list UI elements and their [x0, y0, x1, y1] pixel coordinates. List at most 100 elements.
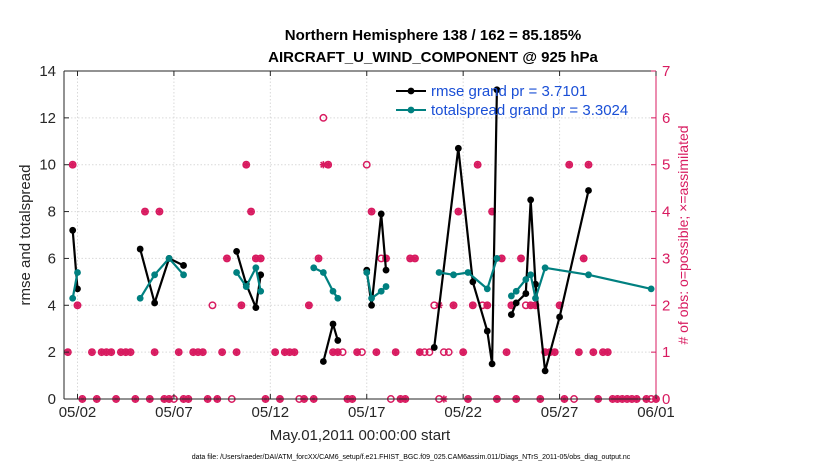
obs-assimilated-stroke — [373, 348, 380, 356]
totalspread-point — [165, 255, 173, 262]
totalspread-line-segment — [139, 257, 185, 299]
totalspread-point — [363, 269, 371, 276]
rmse-point — [233, 248, 240, 255]
obs-assimilated-stroke — [599, 348, 607, 356]
obs-assimilated-marker — [151, 348, 159, 356]
obs-assimilated-marker — [372, 348, 380, 356]
obs-assimilated-stroke — [590, 348, 597, 356]
totalspread-line-segment — [313, 266, 339, 299]
totalspread-point — [507, 292, 515, 300]
y-right-tick-label: 6 — [662, 110, 670, 127]
series-lines — [69, 86, 655, 375]
obs-assimilated-marker — [305, 301, 313, 309]
rmse-point — [136, 245, 144, 253]
obs-assimilated-stroke — [551, 348, 559, 356]
chart-subtitle: AIRCRAFT_U_WIND_COMPONENT @ 925 hPa — [268, 49, 598, 66]
rmse-point — [382, 266, 390, 274]
rmse-point — [522, 290, 530, 297]
obs-assimilated-stroke — [406, 255, 414, 262]
obs-assimilated-stroke — [368, 208, 375, 215]
totalspread-point — [329, 287, 337, 295]
y-tick-label: 0 — [48, 391, 56, 408]
totalspread-point — [647, 285, 655, 293]
chart-title: Northern Hemisphere 138 / 162 = 85.185% — [285, 27, 581, 44]
obs-assimilated-stroke — [517, 255, 525, 262]
obs-assimilated-marker — [589, 348, 597, 356]
totalspread-point — [532, 294, 539, 302]
totalspread-point — [585, 271, 592, 279]
obs-possible-marker — [319, 113, 328, 122]
rmse-point — [319, 358, 327, 365]
legend-rmse-label: rmse grand pr = 3.7101 — [431, 83, 587, 100]
obs-assimilated-stroke — [127, 348, 134, 356]
legend-rmse-marker — [407, 87, 415, 95]
tick-labels: 05/02 05/07 05/12 05/17 05/22 05/27 06/0102468… — [39, 63, 674, 421]
obs-assimilated-stroke — [223, 255, 231, 262]
obs-assimilated-stroke — [498, 255, 505, 262]
obs-assimilated-marker — [575, 348, 583, 356]
obs-possible-marker — [362, 160, 371, 169]
obs-assimilated-stroke — [286, 348, 293, 356]
obs-assimilated-stroke — [416, 348, 424, 356]
rmse-point — [329, 320, 337, 328]
x-tick-label: 05/22 — [444, 404, 482, 421]
obs-assimilated-marker — [117, 348, 125, 356]
obs-assimilated-marker — [199, 348, 207, 356]
totalspread-point — [377, 287, 385, 295]
obs-assimilated-marker — [194, 348, 202, 356]
totalspread-point — [257, 287, 265, 295]
rmse-point — [512, 299, 520, 307]
obs-assimilated-marker — [286, 348, 294, 356]
obs-assimilated-stroke — [69, 161, 76, 168]
obs-assimilated-stroke — [141, 208, 149, 215]
rmse-point — [334, 337, 342, 344]
obs-assimilated-stroke — [305, 302, 313, 309]
y-right-tick-label: 4 — [662, 204, 670, 221]
obs-assimilated-stroke — [271, 348, 279, 356]
y-tick-label: 2 — [48, 344, 56, 361]
totalspread-point — [483, 285, 491, 293]
obs-possible-marker — [444, 348, 453, 357]
obs-assimilated-stroke — [527, 302, 534, 309]
y-axis-label: rmse and totalspread — [17, 165, 34, 306]
obs-assimilated-stroke — [556, 302, 563, 309]
obs-assimilated-stroke — [189, 348, 197, 356]
obs-assimilated-marker — [483, 301, 491, 309]
obs-assimilated-marker — [353, 348, 361, 356]
obs-assimilated-stroke — [88, 348, 96, 356]
obs-assimilated-marker — [367, 207, 376, 216]
rmse-point — [541, 367, 549, 375]
obs-assimilated-marker — [126, 348, 135, 356]
y-right-tick-label: 2 — [662, 297, 670, 314]
obs-assimilated-stroke — [469, 302, 477, 309]
obs-assimilated-marker — [218, 348, 226, 356]
obs-assimilated-stroke — [117, 348, 125, 356]
obs-assimilated-stroke — [503, 348, 510, 356]
obs-assimilated-marker — [551, 348, 559, 356]
y-right-tick-label: 1 — [662, 344, 670, 361]
obs-assimilated-marker — [69, 161, 77, 169]
obs-assimilated-stroke — [74, 302, 81, 309]
rmse-point — [488, 360, 496, 368]
obs-assimilated-stroke — [455, 208, 462, 215]
totalspread-point — [464, 269, 472, 276]
rmse-point — [377, 210, 385, 218]
obs-assimilated-stroke — [450, 302, 457, 309]
obs-assimilated-marker — [88, 348, 96, 356]
y-right-tick-label: 0 — [662, 391, 670, 408]
obs-assimilated-marker — [517, 254, 525, 263]
axes — [63, 70, 657, 400]
obs-assimilated-marker — [290, 348, 299, 356]
obs-assimilated-stroke — [194, 348, 202, 356]
obs-assimilated-stroke — [411, 255, 419, 262]
obs-assimilated-marker — [73, 301, 82, 309]
totalspread-point — [252, 264, 260, 272]
obs-assimilated-marker — [604, 348, 612, 356]
legend-totalspread-marker — [407, 106, 415, 114]
obs-assimilated-marker — [107, 348, 115, 356]
obs-assimilated-stroke — [329, 348, 337, 356]
obs-assimilated-stroke — [324, 161, 332, 168]
obs-assimilated-marker — [155, 207, 164, 216]
obs-assimilated-stroke — [392, 348, 399, 356]
